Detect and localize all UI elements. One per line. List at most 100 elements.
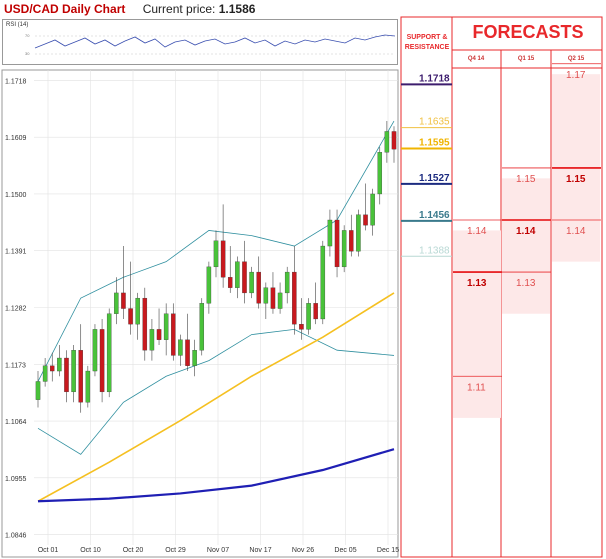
candle bbox=[192, 339, 197, 377]
candle bbox=[206, 261, 212, 314]
candle-body bbox=[42, 365, 48, 382]
candle-body bbox=[320, 245, 326, 320]
forecast-value: 1.13 bbox=[467, 278, 487, 289]
candle-body bbox=[277, 292, 283, 309]
candle bbox=[78, 324, 83, 413]
x-tick-label: Oct 01 bbox=[38, 547, 59, 554]
candle-body bbox=[99, 329, 105, 393]
forecast-value: 1.14 bbox=[467, 226, 487, 237]
candle-body bbox=[391, 131, 397, 150]
candle-body bbox=[163, 313, 169, 340]
candle bbox=[334, 209, 340, 278]
bollinger-lower-line bbox=[37, 328, 395, 455]
candle bbox=[242, 240, 247, 304]
candle bbox=[121, 246, 126, 319]
candle-body bbox=[114, 292, 119, 314]
y-tick-label: 1.1173 bbox=[5, 362, 26, 369]
sr-level-value: 1.1456 bbox=[419, 210, 450, 221]
candle-body bbox=[349, 230, 354, 252]
sr-panel-frame bbox=[400, 16, 453, 558]
candle bbox=[114, 277, 119, 325]
candle-body bbox=[192, 350, 197, 366]
candle bbox=[284, 266, 290, 304]
y-tick-label: 1.1064 bbox=[5, 419, 27, 426]
rsi-lower-level: 30 bbox=[25, 51, 30, 56]
candle-body bbox=[263, 287, 269, 304]
candle-body bbox=[270, 287, 276, 309]
candle bbox=[263, 282, 269, 319]
rsi-line bbox=[34, 34, 396, 49]
candle-body bbox=[227, 277, 233, 288]
candle bbox=[384, 121, 390, 163]
candle bbox=[92, 324, 98, 377]
candle-body bbox=[178, 339, 183, 356]
candle bbox=[64, 350, 69, 403]
candle-body bbox=[49, 365, 55, 372]
forecast-value: 1.14 bbox=[516, 226, 536, 237]
forecast-range-box bbox=[502, 178, 550, 314]
candle-body bbox=[370, 193, 375, 226]
candle-body bbox=[249, 271, 254, 294]
candle-body bbox=[206, 266, 212, 304]
y-tick-label: 1.1391 bbox=[5, 249, 27, 256]
current-price-label: Current price: bbox=[142, 2, 216, 16]
y-tick-label: 1.1718 bbox=[5, 78, 27, 85]
sr-level-value: 1.1595 bbox=[419, 137, 450, 148]
candle-body bbox=[185, 339, 190, 366]
forecasts-title: FORECASTS bbox=[472, 22, 584, 42]
candle bbox=[128, 261, 133, 335]
moving-average-long-line bbox=[37, 448, 395, 503]
x-tick-label: Nov 07 bbox=[207, 547, 229, 554]
sr-level-value: 1.1635 bbox=[419, 117, 450, 128]
candle-body bbox=[341, 230, 347, 268]
forecast-col-q4-14: Q4 14 bbox=[467, 56, 485, 62]
candle-body bbox=[171, 313, 176, 356]
candle bbox=[99, 318, 105, 403]
candle-body bbox=[213, 240, 219, 268]
candle bbox=[277, 282, 283, 314]
candle-body bbox=[78, 350, 83, 403]
candle-body bbox=[292, 271, 297, 325]
candle-body bbox=[284, 271, 290, 294]
x-tick-label: Oct 29 bbox=[165, 547, 186, 554]
candle bbox=[391, 126, 397, 163]
candle bbox=[363, 183, 368, 231]
candle-body bbox=[35, 381, 41, 400]
candle-body bbox=[199, 303, 205, 351]
candle-body bbox=[256, 271, 261, 304]
candle-body bbox=[106, 313, 112, 393]
candle bbox=[377, 147, 383, 205]
chart-title: USD/CAD Daily Chart bbox=[4, 2, 126, 16]
forecast-range-box bbox=[453, 230, 501, 418]
candle-body bbox=[313, 303, 318, 320]
sr-level-value: 1.1388 bbox=[419, 245, 450, 256]
candle bbox=[149, 318, 155, 361]
candle bbox=[42, 358, 48, 387]
candle-body bbox=[235, 261, 240, 288]
forecast-value: 1.14 bbox=[566, 226, 586, 237]
rsi-upper-level: 70 bbox=[25, 33, 30, 38]
candle-body bbox=[299, 324, 304, 330]
candle-body bbox=[57, 357, 62, 372]
candle bbox=[256, 256, 261, 309]
x-tick-label: Dec 15 bbox=[377, 547, 399, 554]
bollinger-upper-line bbox=[37, 120, 395, 382]
candle-body bbox=[149, 329, 155, 351]
candle-body bbox=[142, 297, 148, 351]
candle-body bbox=[220, 240, 226, 278]
candle bbox=[349, 214, 354, 257]
candle-body bbox=[334, 219, 340, 268]
candle bbox=[227, 246, 233, 293]
candle bbox=[306, 298, 311, 335]
candle bbox=[178, 334, 183, 366]
candle bbox=[320, 240, 326, 325]
current-price-value: 1.1586 bbox=[218, 2, 256, 16]
forecast-col-q2-15: Q2 15 bbox=[567, 56, 585, 62]
candle bbox=[327, 209, 333, 257]
candle bbox=[213, 230, 219, 278]
candle bbox=[370, 188, 375, 236]
x-tick-label: Oct 20 bbox=[123, 547, 144, 554]
candle bbox=[199, 298, 205, 356]
candle bbox=[142, 287, 148, 361]
